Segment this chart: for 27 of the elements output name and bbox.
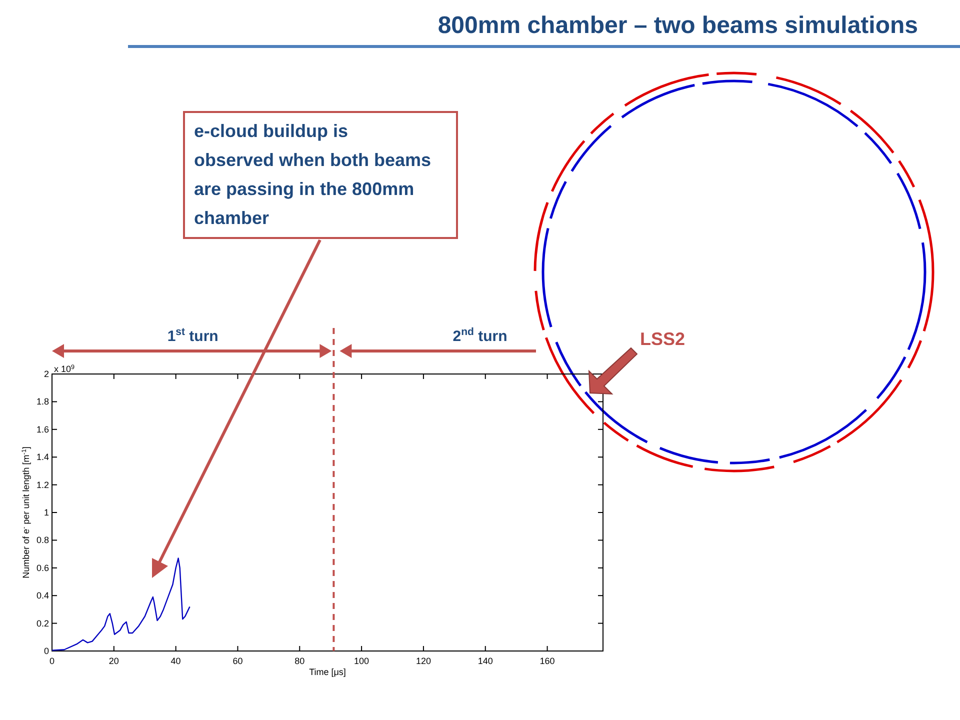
text: e-cloud buildup is observed when both beams are passing in the 800mm chamber	[194, 121, 432, 228]
x-tick-label: 120	[416, 656, 431, 666]
y-tick-label: 0.6	[36, 562, 49, 573]
y-tick-label: 1.4	[36, 452, 49, 462]
x-tick-label: 100	[354, 656, 370, 666]
y-tick-label: 1.8	[36, 396, 49, 407]
x-tick-label: 160	[540, 656, 555, 666]
x-tick-label: 80	[294, 656, 305, 666]
y-tick-label: 1	[44, 508, 49, 518]
y-tick-label: 1.6	[36, 424, 49, 434]
text: x 10$^{9}$	[54, 364, 76, 374]
x-tick-label: 40	[170, 656, 181, 666]
line-series	[51, 558, 190, 651]
y-tick-label: 0.8	[36, 535, 49, 546]
text: LSS2	[640, 329, 686, 349]
text: 1$^{st}$ turn	[167, 326, 218, 345]
y-tick-label: 0.4	[36, 590, 49, 601]
text: 2$^{nd}$ turn	[452, 326, 508, 345]
text: 800mm chamber – two beams simulations	[438, 12, 918, 39]
x-axis-title: Time [μs]	[309, 667, 346, 677]
y-tick-label: 2	[44, 369, 49, 379]
y-tick-label: 0.2	[36, 618, 49, 628]
x-tick-label: 60	[232, 656, 243, 666]
x-tick-label: 140	[478, 656, 493, 666]
y-tick-label: 0	[44, 646, 49, 656]
x-tick-label: 20	[108, 656, 119, 666]
y-tick-label: 1.2	[36, 480, 49, 490]
